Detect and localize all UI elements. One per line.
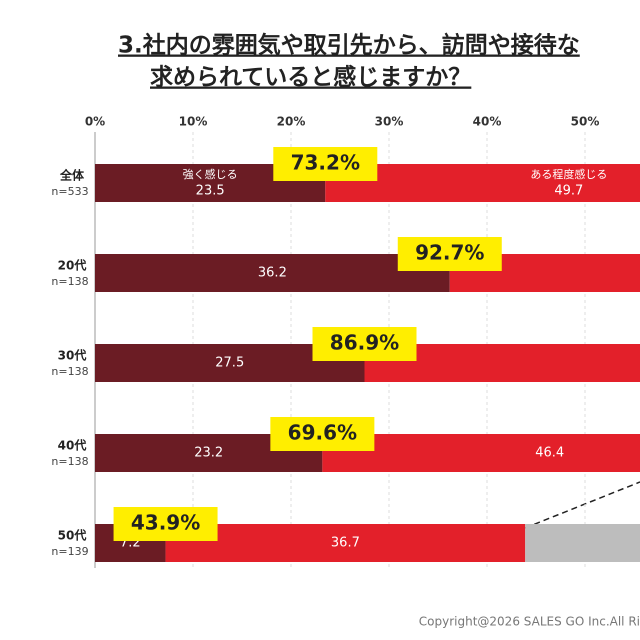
total-box — [273, 147, 378, 181]
sample-size: n=533 — [51, 185, 88, 198]
x-tick-label: 40% — [473, 115, 502, 129]
legend-label: 強く感じる — [183, 168, 238, 181]
total-label: 86.9% — [330, 331, 399, 355]
total-box — [312, 327, 417, 361]
total-label: 69.6% — [288, 421, 357, 445]
chart-title: 3.社内の雰囲気や取引先から、訪問や接待な — [118, 32, 580, 59]
value-label: 36.2 — [258, 266, 287, 281]
chart-title: 求められていると感じますか？ — [150, 64, 471, 91]
category-label: 全体 — [59, 168, 85, 183]
total-box — [397, 237, 502, 271]
x-tick-label: 30% — [375, 115, 404, 129]
value-label: 23.5 — [196, 184, 225, 199]
bar-segment — [525, 524, 640, 562]
category-label: 20代 — [58, 258, 87, 273]
legend-label: ある程度感じる — [530, 167, 607, 181]
category-label: 40代 — [58, 438, 87, 453]
footer: Copyright@2026 SALES GO Inc.All Ri — [419, 615, 640, 629]
x-tick-label: 20% — [277, 115, 306, 129]
sample-size: n=138 — [51, 455, 88, 468]
value-label: 36.7 — [331, 536, 360, 551]
total-box — [270, 417, 375, 451]
category-label: 30代 — [58, 348, 87, 363]
total-label: 73.2% — [291, 151, 360, 175]
bar-segment — [325, 164, 640, 202]
category-label: 50代 — [58, 528, 87, 543]
connector-line — [524, 481, 640, 529]
total-label: 92.7% — [415, 241, 484, 265]
value-label: 49.7 — [554, 184, 583, 199]
x-tick-label: 10% — [179, 115, 208, 129]
sample-size: n=138 — [51, 365, 88, 378]
bar-segment — [95, 254, 450, 292]
bar-segment — [322, 434, 640, 472]
sample-size: n=138 — [51, 275, 88, 288]
total-label: 43.9% — [131, 511, 200, 535]
sample-size: n=139 — [51, 545, 88, 558]
value-label: 23.2 — [194, 446, 223, 461]
value-label: 46.4 — [535, 446, 564, 461]
total-box — [113, 507, 218, 541]
x-tick-label: 50% — [571, 115, 600, 129]
x-tick-label: 0% — [85, 115, 105, 129]
value-label: 27.5 — [215, 356, 244, 371]
bar-segment — [165, 524, 526, 562]
